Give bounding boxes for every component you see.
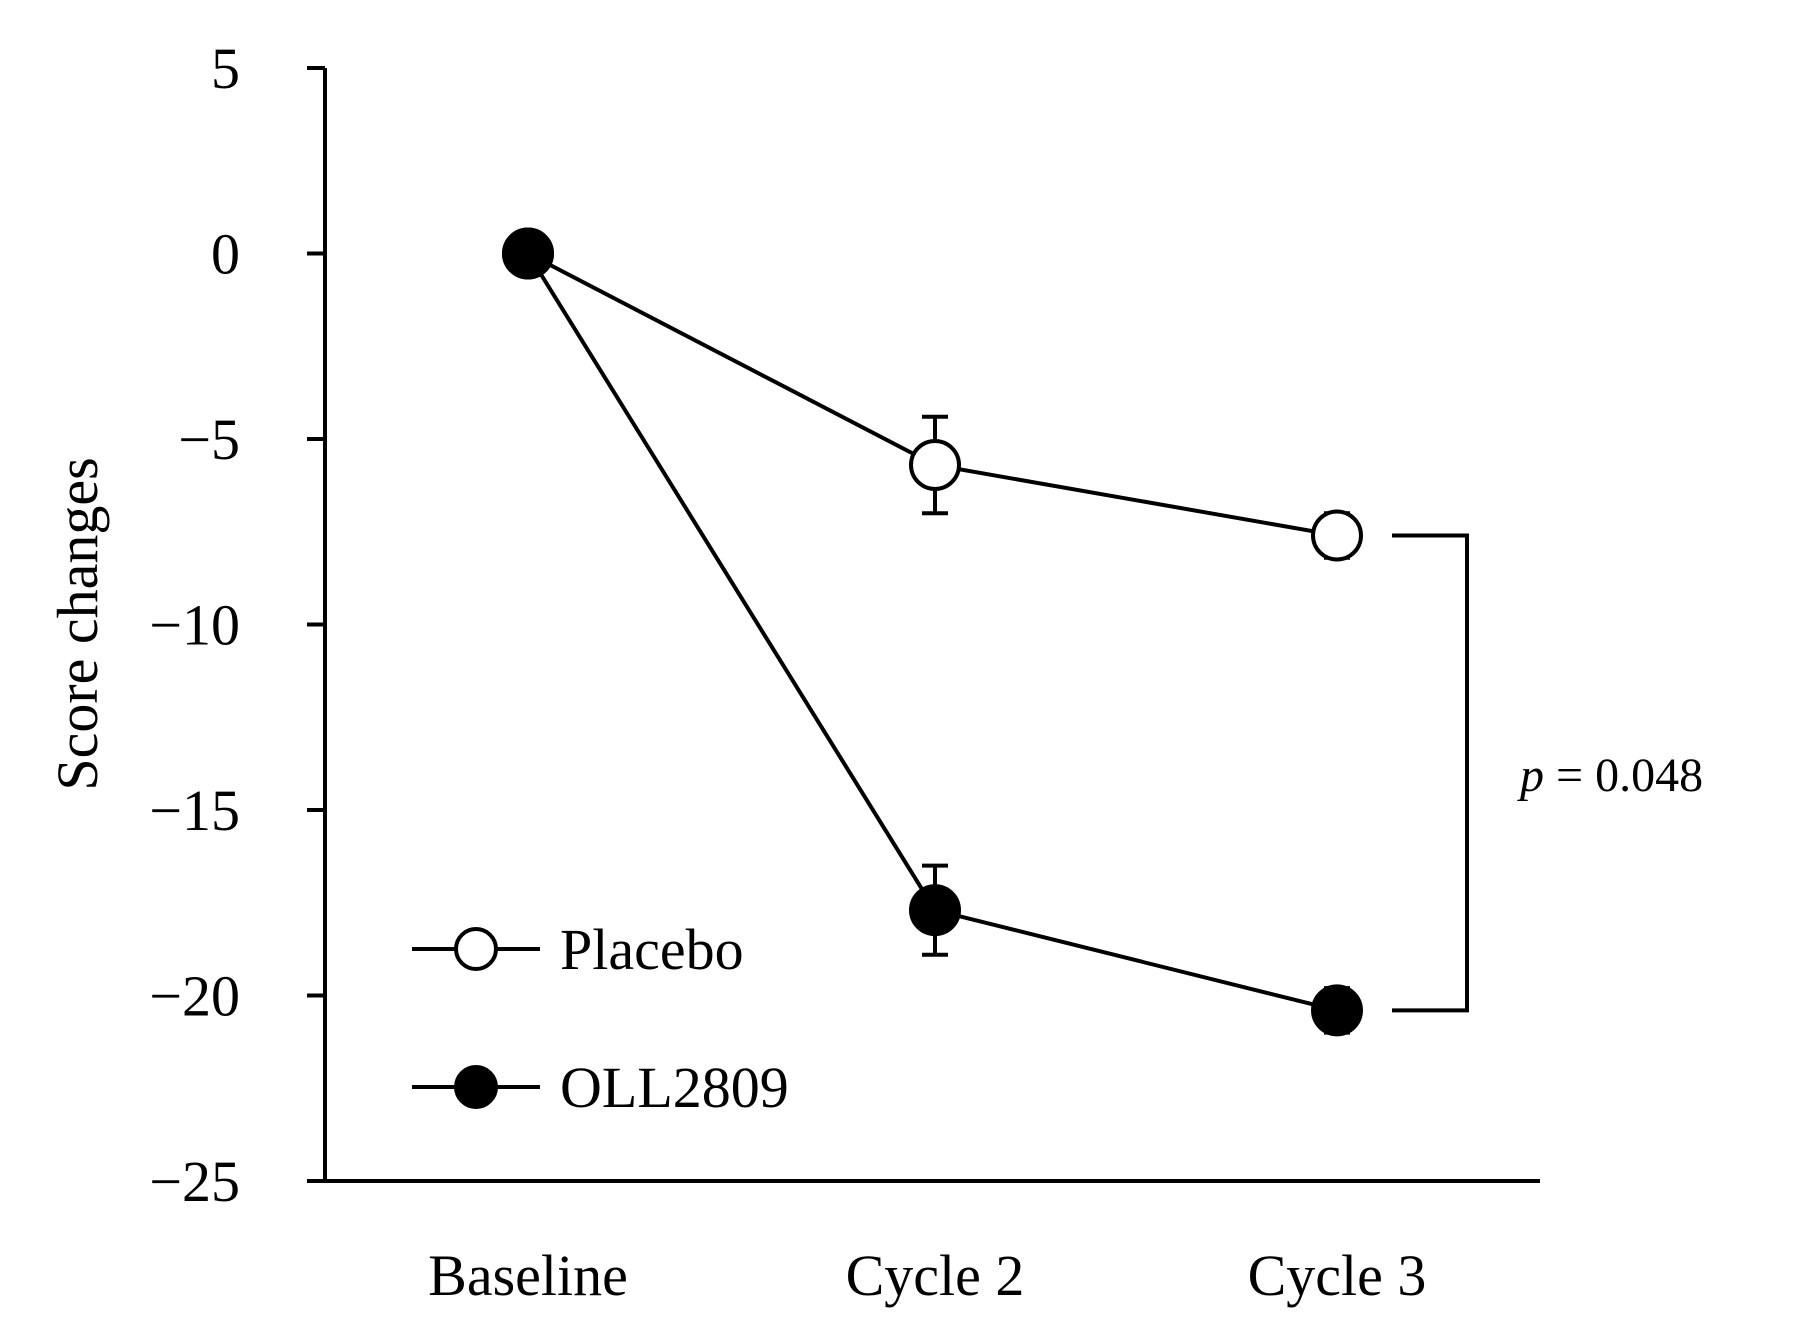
- legend-label-placebo: Placebo: [560, 917, 744, 982]
- series-layer: [502, 227, 1363, 1037]
- x-category-label: Baseline: [428, 1243, 628, 1308]
- y-tick-label: −10: [149, 593, 240, 658]
- annotation-layer: p = 0.048: [1392, 533, 1703, 1013]
- data-point-oll2809: [502, 227, 554, 280]
- significance-bracket: [1392, 533, 1469, 1013]
- legend-marker-oll2809: [454, 1065, 498, 1109]
- legend: Placebo OLL2809: [412, 917, 789, 1120]
- y-tick-label: −25: [149, 1149, 240, 1214]
- data-point-oll2809: [909, 884, 961, 937]
- x-category-label: Cycle 2: [846, 1243, 1025, 1308]
- data-point-placebo: [1311, 509, 1363, 562]
- y-tick-label: −5: [178, 407, 240, 472]
- y-tick-label: −15: [149, 778, 240, 843]
- data-point-placebo: [909, 438, 961, 491]
- legend-label-oll2809: OLL2809: [560, 1055, 789, 1120]
- legend-marker-placebo: [454, 927, 498, 971]
- y-tick-label: 5: [211, 36, 240, 101]
- axes: 5 0 −5 −10 −15 −20 −25 Score changes Baseline Cyc…: [45, 36, 1540, 1308]
- p-value-annotation: p = 0.048: [1517, 749, 1703, 802]
- x-category-label: Cycle 3: [1248, 1243, 1427, 1308]
- y-axis-title: Score changes: [45, 457, 110, 790]
- y-tick-label: 0: [211, 222, 240, 287]
- series-line-placebo: [527, 251, 1338, 538]
- data-point-oll2809: [1311, 984, 1363, 1037]
- y-tick-label: −20: [149, 964, 240, 1029]
